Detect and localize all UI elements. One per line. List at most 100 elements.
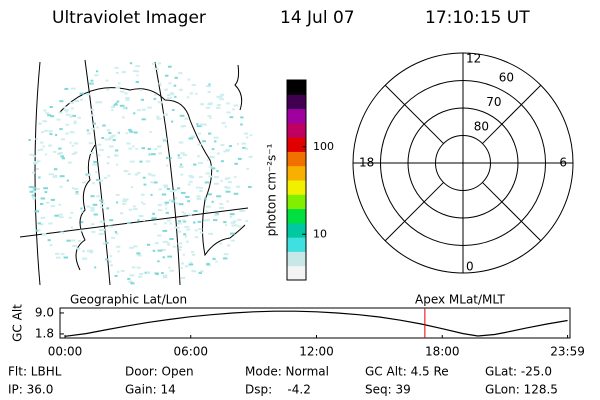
meridian: [34, 61, 41, 286]
emission-dot: [143, 203, 146, 205]
emission-dot: [223, 221, 227, 224]
mlt-grid-line: [384, 182, 444, 242]
emission-dot: [191, 84, 196, 86]
emission-dot: [109, 219, 114, 222]
emission-dot: [106, 207, 110, 210]
emission-dot: [178, 72, 183, 75]
emission-dot: [157, 101, 163, 104]
emission-dot: [42, 120, 48, 123]
emission-dot: [214, 213, 219, 216]
emission-dot: [151, 217, 154, 220]
emission-dot: [141, 147, 145, 150]
emission-dot: [85, 173, 90, 176]
x-tick-label: 00:00: [48, 345, 83, 359]
emission-dot: [154, 67, 159, 70]
emission-dot: [135, 147, 138, 150]
emission-dot: [235, 185, 241, 188]
emission-dot: [177, 187, 181, 190]
emission-dot: [187, 213, 192, 216]
emission-dot: [211, 200, 214, 203]
emission-dot: [133, 131, 138, 134]
latitude-label: 60: [499, 70, 514, 84]
emission-dot: [50, 173, 54, 176]
emission-dot: [196, 186, 199, 189]
emission-dot: [197, 132, 202, 135]
emission-dot: [126, 142, 131, 145]
emission-dot: [50, 198, 56, 201]
emission-dot: [204, 210, 209, 213]
emission-dot: [45, 153, 48, 156]
emission-dot: [152, 62, 156, 65]
emission-dot: [89, 249, 94, 252]
emission-dot: [137, 254, 142, 257]
emission-dot: [174, 197, 178, 200]
emission-dot: [208, 83, 211, 86]
emission-dot: [179, 88, 183, 91]
emission-dot: [31, 194, 35, 197]
emission-dot: [69, 131, 75, 134]
emission-dot: [168, 199, 173, 202]
emission-dot: [55, 252, 60, 255]
emission-dot: [187, 78, 191, 81]
emission-dot: [154, 148, 158, 151]
emission-dot: [237, 225, 242, 228]
emission-dot: [161, 193, 167, 196]
emission-dot: [73, 187, 79, 190]
emission-dot: [71, 144, 75, 147]
emission-dot: [115, 149, 119, 152]
colorbar-segment: [287, 237, 306, 252]
info-field: GLon: 128.5: [485, 383, 558, 397]
emission-dot: [106, 88, 110, 91]
emission-dot: [189, 261, 193, 264]
emission-dot: [152, 212, 155, 215]
emission-dot: [97, 143, 102, 146]
emission-dot: [105, 258, 109, 261]
emission-dot: [105, 79, 109, 82]
emission-dot: [153, 97, 157, 100]
emission-dot: [136, 171, 141, 174]
coastline: [59, 64, 246, 271]
emission-dot: [204, 181, 210, 184]
orbit-label-right: Apex MLat/MLT: [415, 293, 505, 307]
emission-dot: [227, 181, 232, 184]
emission-dot: [151, 174, 156, 177]
emission-dot: [33, 161, 38, 163]
emission-dot: [106, 162, 110, 165]
emission-dot: [82, 181, 87, 184]
emission-dot: [187, 200, 191, 203]
emission-dot: [174, 76, 178, 79]
mlt-label: 0: [466, 260, 474, 274]
y-axis-label: GC Alt: [11, 304, 25, 342]
emission-dot: [37, 149, 40, 152]
emission-dot: [68, 161, 72, 164]
emission-dot: [117, 250, 120, 253]
emission-dot: [29, 190, 33, 193]
emission-dot: [162, 229, 167, 232]
emission-dot: [229, 215, 233, 218]
emission-dot: [214, 176, 219, 179]
emission-dot: [93, 213, 98, 216]
x-tick-label: 12:00: [299, 345, 334, 359]
emission-dot: [32, 171, 36, 174]
emission-dot: [174, 95, 177, 98]
emission-dot: [32, 187, 37, 190]
emission-dot: [96, 195, 100, 198]
emission-dot: [171, 190, 176, 192]
emission-dot: [32, 197, 36, 200]
colorbar-label: photon cm⁻²s⁻¹: [265, 143, 279, 236]
emission-dot: [242, 146, 246, 149]
emission-dot: [135, 81, 140, 83]
colorbar-tick-label: 100: [313, 140, 334, 153]
emission-dot: [41, 131, 45, 134]
emission-dot: [136, 109, 141, 112]
emission-dot: [226, 102, 230, 105]
mlt-grid-line: [482, 182, 542, 242]
info-field: Seq: 39: [365, 383, 411, 397]
emission-dot: [119, 212, 124, 215]
emission-dot: [128, 208, 133, 211]
emission-dot: [188, 137, 194, 140]
emission-dot: [58, 213, 63, 216]
emission-dot: [198, 175, 203, 178]
emission-dot: [209, 117, 212, 120]
emission-dot: [231, 224, 236, 227]
